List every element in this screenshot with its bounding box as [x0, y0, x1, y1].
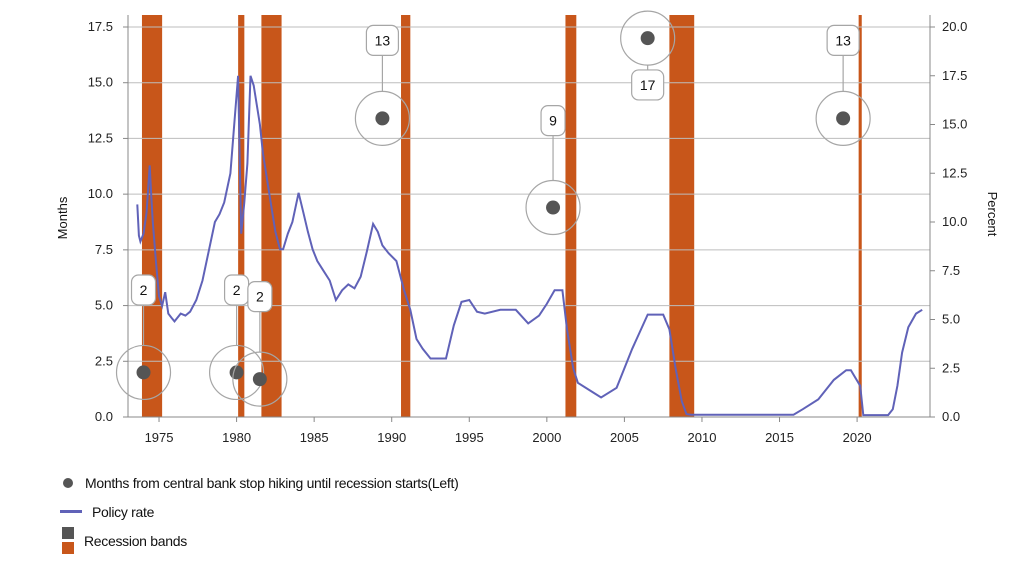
- callout-label: 9: [549, 113, 557, 129]
- recession-band: [565, 15, 577, 417]
- gridlines: [128, 26, 930, 418]
- callout-ring: [525, 179, 581, 236]
- y-tick-label-left: 10.0: [88, 186, 113, 201]
- recession-band: [261, 15, 282, 417]
- data-point: [136, 365, 151, 380]
- y-tick-label-left: 12.5: [88, 130, 113, 145]
- x-tick-label: 2000: [532, 430, 561, 445]
- legend-label-recession: Recession bands: [84, 532, 187, 549]
- y-tick-label-left: 5.0: [95, 298, 113, 313]
- callout-label: 13: [375, 32, 391, 48]
- x-tick-label: 1980: [222, 430, 251, 445]
- x-tick-label: 1985: [300, 430, 329, 445]
- y-tick-label-right: 5.0: [942, 312, 960, 327]
- recession-band: [858, 15, 862, 417]
- legend-label-months: Months from central bank stop hiking unt…: [85, 474, 459, 491]
- data-point: [836, 111, 851, 126]
- y-tick-label-left: 0.0: [95, 409, 113, 424]
- data-point: [640, 31, 655, 46]
- data-point: [375, 111, 390, 126]
- y-tick-label-left: 15.0: [88, 75, 113, 90]
- legend-item-policy-rate: Policy rate: [60, 497, 458, 526]
- y-tick-label-right: 7.5: [942, 263, 960, 278]
- y-axis-label-left: Months: [55, 196, 70, 239]
- data-point: [229, 365, 244, 380]
- callout-ring: [232, 351, 288, 407]
- callout-label: 2: [233, 282, 241, 298]
- x-tick-label: 2010: [688, 430, 717, 445]
- callout-ring: [354, 90, 411, 146]
- callout-ring: [620, 10, 676, 66]
- legend-item-months: Months from central bank stop hiking unt…: [60, 468, 459, 497]
- legend-label-policy-rate: Policy rate: [92, 503, 155, 520]
- axes: 0.0 2.5 5.0 7.5 10.0 12.5 15.0 17.5 0.0 2.5 5.0 7.5…: [88, 15, 967, 445]
- y-tick-label-left: 2.5: [95, 353, 113, 368]
- x-tick-label: 2020: [843, 430, 872, 445]
- callout-label: 2: [140, 282, 148, 298]
- y-tick-label-left: 17.5: [88, 19, 113, 34]
- legend: Months from central bank stop hiking unt…: [60, 468, 459, 555]
- data-point: [252, 372, 267, 387]
- y-axis-label-right: Percent: [985, 192, 1000, 237]
- legend-recession-icon: [62, 527, 74, 554]
- y-tick-label-right: 10.0: [942, 214, 967, 229]
- callout-box: [540, 104, 566, 137]
- callout-label: 2: [256, 289, 264, 305]
- recession-bands: [141, 15, 862, 417]
- callout-ring: [815, 90, 871, 146]
- y-tick-label-right: 2.5: [942, 360, 960, 375]
- callout-label: 13: [835, 32, 851, 48]
- y-tick-label-right: 15.0: [942, 117, 967, 132]
- recession-band: [401, 15, 411, 417]
- y-tick-label-right: 20.0: [942, 19, 967, 34]
- callout-box: [826, 24, 860, 56]
- x-tick-label: 1990: [377, 430, 406, 445]
- legend-line-icon: [60, 510, 82, 513]
- x-tick-label: 2005: [610, 430, 639, 445]
- y-tick-label-right: 12.5: [942, 165, 967, 180]
- x-tick-label: 1975: [145, 430, 174, 445]
- callout-box: [247, 281, 273, 313]
- data-point: [546, 200, 561, 215]
- legend-item-recession: Recession bands: [60, 526, 458, 555]
- callout-label: 17: [640, 77, 656, 93]
- callout-ring: [115, 344, 172, 401]
- legend-dot-icon: [63, 477, 73, 488]
- callout-box: [130, 274, 157, 306]
- callout-box: [631, 69, 665, 101]
- x-tick-label: 1995: [455, 430, 484, 445]
- y-tick-label-right: 17.5: [942, 68, 967, 83]
- y-tick-label-right: 0.0: [942, 409, 960, 424]
- x-tick-label: 2015: [765, 430, 794, 445]
- policy-rate-line: [136, 75, 923, 417]
- callout-ring: [208, 344, 265, 401]
- y-tick-label-left: 7.5: [95, 242, 113, 257]
- callout-box: [365, 24, 400, 56]
